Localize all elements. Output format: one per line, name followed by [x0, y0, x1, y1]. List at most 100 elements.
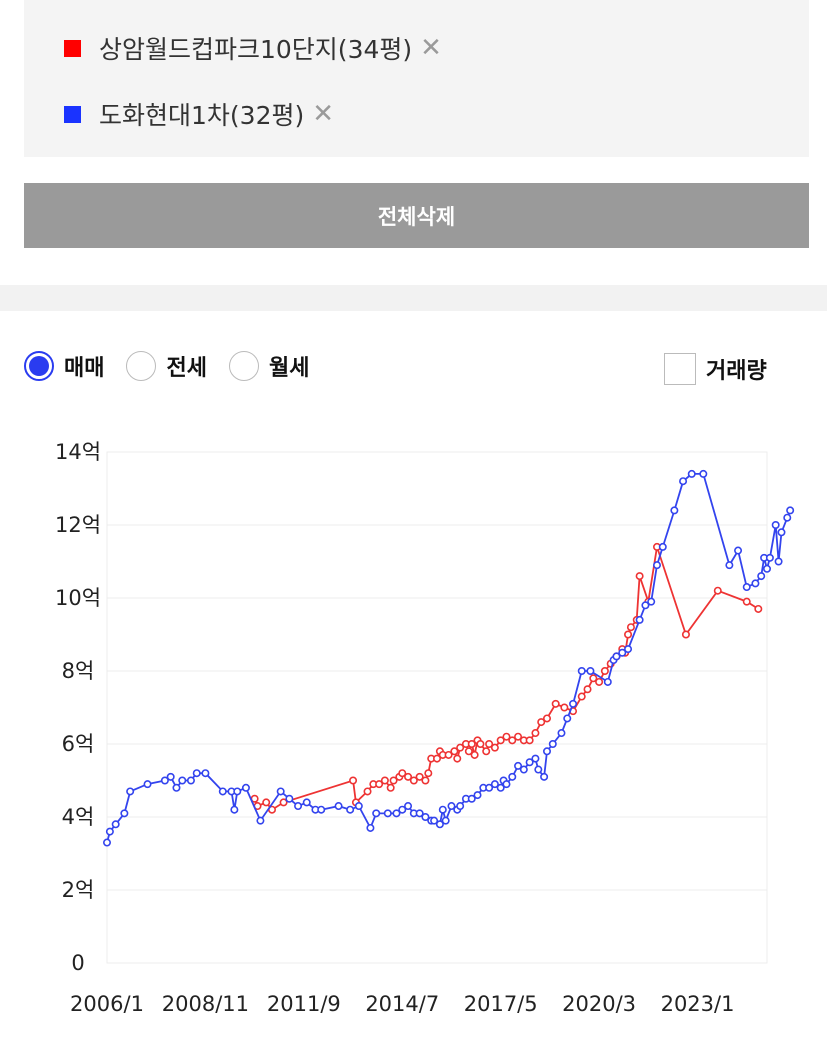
data-point [687, 469, 696, 478]
data-point [372, 809, 381, 818]
data-point [519, 765, 528, 774]
data-point [658, 542, 667, 551]
radio-checked-icon [24, 351, 54, 381]
data-point [777, 528, 786, 537]
data-point [233, 787, 242, 796]
data-point [699, 469, 708, 478]
data-point [404, 802, 413, 811]
y-tick-label: 14억 [55, 440, 101, 464]
data-point [589, 674, 598, 683]
data-point [430, 816, 439, 825]
data-point [450, 747, 459, 756]
data-point [734, 546, 743, 555]
remove-icon[interactable]: ✕ [420, 33, 442, 63]
data-point [485, 783, 494, 792]
series-line-2 [106, 473, 792, 843]
data-point [178, 776, 187, 785]
radio-label: 월세 [268, 356, 310, 381]
data-point [302, 798, 311, 807]
data-point [635, 572, 644, 581]
data-point [476, 739, 485, 748]
data-point [569, 699, 578, 708]
data-point [218, 787, 227, 796]
legend-swatch-blue [64, 105, 81, 123]
data-point [537, 718, 546, 727]
data-point [432, 754, 441, 763]
data-point [774, 557, 783, 566]
data-point [502, 780, 511, 789]
data-point [485, 739, 494, 748]
y-tick-label: 8억 [62, 659, 95, 683]
data-point [456, 743, 465, 752]
data-point [490, 743, 499, 752]
data-point [577, 692, 586, 701]
data-point [415, 772, 424, 781]
data-point [120, 809, 129, 818]
radio-unchecked-icon [126, 351, 157, 381]
checkbox-unchecked-icon [664, 353, 696, 385]
data-point [542, 714, 551, 723]
data-point [563, 714, 572, 723]
data-point [540, 772, 549, 781]
radio-label: 전세 [166, 356, 207, 381]
data-point [143, 780, 152, 789]
data-point [111, 820, 120, 829]
data-point [256, 816, 265, 825]
legend-label: 상암월드컵파크10단지(34평) [99, 35, 413, 64]
data-point [647, 597, 656, 606]
data-point [496, 736, 505, 745]
x-tick-label: 2023/1 [661, 992, 735, 1016]
data-point [762, 564, 771, 573]
data-point [583, 685, 592, 694]
data-point [166, 772, 175, 781]
data-point [681, 630, 690, 639]
radio-label: 매매 [64, 356, 105, 381]
data-point [126, 787, 135, 796]
selected-complex-legend: 상암월드컵파크10단지(34평) ✕ 도화현대1차(32평) ✕ [24, 0, 809, 157]
radio-jeonse[interactable]: 전세 [126, 350, 207, 382]
data-point [470, 750, 479, 759]
data-point [525, 758, 534, 767]
radio-monthly-rent[interactable]: 월세 [228, 350, 310, 382]
data-point [201, 769, 210, 778]
data-point [346, 805, 355, 814]
data-point [725, 561, 734, 570]
data-point [380, 776, 389, 785]
y-tick-label: 4억 [62, 805, 95, 829]
data-point [438, 805, 447, 814]
data-point [624, 645, 633, 654]
data-point [679, 477, 688, 486]
data-point [618, 648, 627, 657]
volume-checkbox[interactable]: 거래량 [664, 353, 767, 385]
x-tick-label: 2011/9 [267, 992, 341, 1016]
data-point [186, 776, 195, 785]
data-point [514, 732, 523, 741]
data-point [531, 754, 540, 763]
data-point [786, 506, 795, 515]
data-point [262, 798, 271, 807]
data-point [595, 677, 604, 686]
series-line-1 [253, 546, 759, 811]
x-tick-label: 2017/5 [464, 992, 538, 1016]
data-point [424, 769, 433, 778]
y-tick-label: 12억 [55, 513, 101, 537]
data-point [409, 776, 418, 785]
delete-all-button[interactable]: 전체삭제 [24, 183, 809, 248]
data-point [334, 802, 343, 811]
data-point [771, 521, 780, 530]
x-tick-label: 2008/11 [162, 992, 249, 1016]
data-point [751, 579, 760, 588]
data-point [415, 809, 424, 818]
remove-icon[interactable]: ✕ [312, 99, 335, 129]
data-point [279, 798, 288, 807]
data-point [577, 667, 586, 676]
radio-sale[interactable]: 매매 [24, 350, 104, 382]
data-point [447, 802, 456, 811]
x-tick-label: 2006/1 [70, 992, 144, 1016]
data-point [444, 750, 453, 759]
data-point [294, 802, 303, 811]
data-point [514, 761, 523, 770]
legend-item-dohwa: 도화현대1차(32평) ✕ [64, 96, 334, 132]
data-point [754, 604, 763, 613]
data-point [276, 787, 285, 796]
